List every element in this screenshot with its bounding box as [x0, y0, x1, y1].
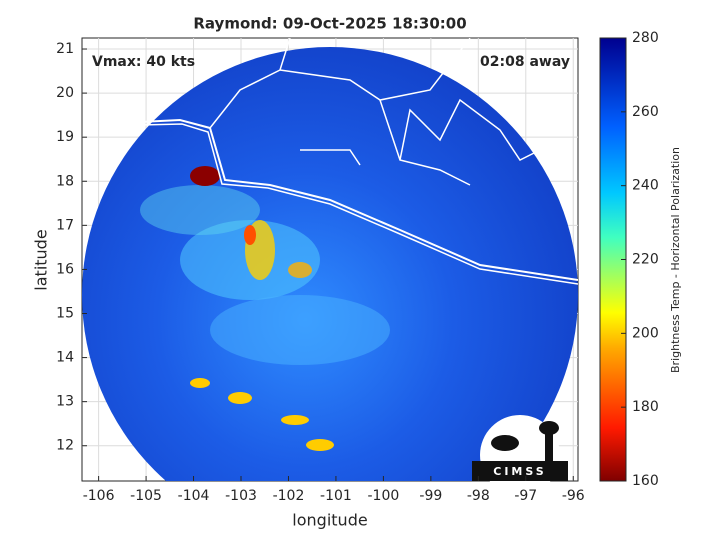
annotation: Vmax: 40 kts — [92, 54, 195, 70]
logo: CIMSS — [472, 415, 568, 495]
x-tick-label: -97 — [514, 488, 537, 504]
y-axis-label: latitude — [32, 229, 51, 290]
annotation: 02:08 away — [480, 54, 570, 70]
x-tick-label: -101 — [320, 488, 352, 504]
colorbar-tick-label: 160 — [632, 473, 659, 489]
colorbar-tick-label: 200 — [632, 325, 659, 341]
colorbar-tick-label: 280 — [632, 30, 659, 46]
y-tick-label: 17 — [56, 217, 74, 233]
x-tick-label: -96 — [562, 488, 585, 504]
colorbar-tick-label: 240 — [632, 178, 659, 194]
y-tick-label: 15 — [56, 305, 74, 321]
y-tick-label: 14 — [56, 350, 74, 366]
logo-text: CIMSS — [493, 465, 546, 478]
y-tick-label: 18 — [56, 173, 74, 189]
imagery — [82, 38, 578, 481]
chart-title: Raymond: 09-Oct-2025 18:30:00 — [193, 15, 466, 33]
x-tick-label: -104 — [178, 488, 210, 504]
colorbar-tick-label: 180 — [632, 399, 659, 415]
y-tick-label: 16 — [56, 261, 74, 277]
colorbar-label: Brightness Temp - Horizontal Polarizatio… — [669, 147, 682, 373]
x-tick-label: -102 — [273, 488, 305, 504]
y-tick-label: 12 — [56, 438, 74, 454]
colorbar-tick-label: 220 — [632, 252, 659, 268]
y-tick-label: 19 — [56, 129, 74, 145]
y-tick-label: 20 — [56, 85, 74, 101]
x-tick-label: -98 — [467, 488, 490, 504]
x-axis-label: longitude — [292, 511, 367, 530]
x-tick-label: -103 — [225, 488, 257, 504]
x-tick-label: -106 — [83, 488, 115, 504]
x-tick-label: -100 — [368, 488, 400, 504]
y-tick-label: 21 — [56, 41, 74, 57]
y-tick-label: 13 — [56, 394, 74, 410]
x-tick-label: -99 — [419, 488, 442, 504]
colorbar-tick-label: 260 — [632, 104, 659, 120]
x-tick-label: -105 — [130, 488, 162, 504]
